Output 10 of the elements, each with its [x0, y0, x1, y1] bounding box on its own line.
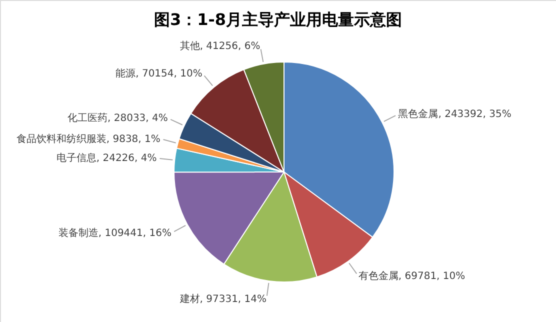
slice-label: 建材, 97331, 14%: [178, 292, 267, 305]
slice-label: 其他, 41256, 6%: [180, 40, 260, 52]
slice-label: 黑色金属, 243392, 35%: [398, 108, 512, 120]
slice-label: 能源, 70154, 10%: [116, 67, 202, 80]
slice-label: 装备制造, 109441, 16%: [58, 227, 172, 240]
slice-label: 有色金属, 69781, 10%: [358, 270, 466, 282]
chart-title: 图3：1-8月主导产业用电量示意图: [154, 10, 402, 29]
slice-label: 食品饮料和纺织服装, 9838, 1%: [16, 132, 160, 145]
slice-label: 电子信息, 24226, 4%: [56, 152, 157, 164]
slice-label: 化工医药, 28033, 4%: [67, 112, 168, 124]
